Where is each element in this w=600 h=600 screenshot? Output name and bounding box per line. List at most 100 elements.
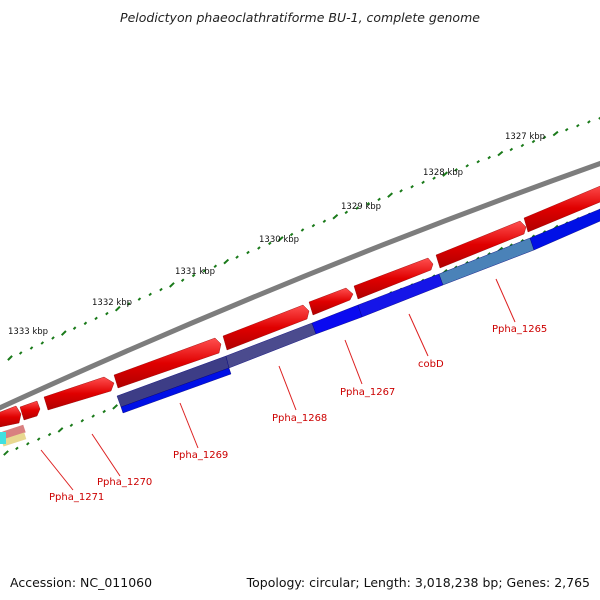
genome-backbone xyxy=(0,160,600,411)
ruler-label-1330: 1330 kbp xyxy=(259,235,299,245)
ruler-tick xyxy=(191,273,196,278)
gene-label-cobd[interactable]: cobD xyxy=(418,359,444,370)
ruler-tick xyxy=(564,127,569,132)
ruler-tick xyxy=(465,164,469,168)
ruler-tick xyxy=(60,330,67,336)
ruler-tick xyxy=(454,168,458,172)
ruler-tick xyxy=(246,250,250,255)
leader-line xyxy=(344,339,363,385)
ruler-tick xyxy=(344,210,349,215)
ruler-tick xyxy=(432,176,436,180)
ruler-tick xyxy=(15,446,19,451)
ruler-tick xyxy=(322,219,327,223)
ruler-tick xyxy=(277,236,284,242)
leader-line xyxy=(408,313,429,357)
gene-label-ppha-1269[interactable]: Ppha_1269 xyxy=(173,450,228,461)
ruler-tick xyxy=(137,297,142,301)
ruler-tick xyxy=(40,341,45,345)
ruler-tick xyxy=(268,241,272,246)
leader-line xyxy=(278,365,297,411)
ruler-tick xyxy=(94,316,98,321)
ruler-tick xyxy=(213,264,218,269)
label-leaders xyxy=(40,278,516,491)
gene-feature[interactable] xyxy=(308,287,354,316)
leader-line xyxy=(179,402,199,449)
gene-feature-small[interactable] xyxy=(1,432,27,447)
ruler-tick xyxy=(3,450,9,456)
gene-label-ppha-1267[interactable]: Ppha_1267 xyxy=(340,387,395,398)
gene-feature[interactable] xyxy=(523,184,600,233)
leader-line xyxy=(495,278,516,323)
ruler-tick xyxy=(531,139,536,144)
ruler-tick xyxy=(587,120,591,124)
ruler-label-1329: 1329 kbp xyxy=(341,202,381,212)
genome-summary-label: Topology: circular; Length: 3,018,238 bp… xyxy=(246,575,590,590)
ruler-tick xyxy=(80,418,85,423)
ruler-labels: 1333 kbp 1332 kbp 1331 kbp 1330 kbp 1329… xyxy=(8,132,545,337)
ruler-tick xyxy=(366,201,370,206)
ruler-tick xyxy=(47,432,52,437)
ruler-tick xyxy=(552,130,559,137)
ruler-tick xyxy=(442,171,449,177)
gene-label-ppha-1270[interactable]: Ppha_1270 xyxy=(97,477,152,488)
ruler-tick xyxy=(257,246,261,250)
ruler-label-1327: 1327 kbp xyxy=(505,132,545,142)
gene-labels: Ppha_1271 Ppha_1270 Ppha_1269 Ppha_1268 … xyxy=(49,324,547,503)
forward-strand-genes xyxy=(0,184,600,440)
ruler-tick xyxy=(476,159,480,164)
ruler-tick xyxy=(598,116,600,120)
gene-feature[interactable] xyxy=(0,405,22,428)
gene-label-ppha-1268[interactable]: Ppha_1268 xyxy=(272,413,327,424)
gene-feature[interactable] xyxy=(113,337,222,389)
ruler-tick xyxy=(223,258,230,265)
accession-label: Accession: NC_011060 xyxy=(10,575,153,590)
ruler-tick xyxy=(91,414,95,418)
ruler-label-1333: 1333 kbp xyxy=(8,327,48,337)
gene-feature[interactable] xyxy=(353,257,434,300)
ruler-tick xyxy=(235,255,239,259)
gene-label-ppha-1265[interactable]: Ppha_1265 xyxy=(492,324,547,335)
gene-feature[interactable] xyxy=(222,304,310,351)
gene-feature-small[interactable] xyxy=(0,432,6,444)
gene-label-ppha-1271[interactable]: Ppha_1271 xyxy=(49,492,104,503)
ruler-tick xyxy=(83,321,88,326)
gene-feature[interactable] xyxy=(43,376,115,411)
ruler-tick xyxy=(148,292,152,297)
ruler-tick xyxy=(542,135,547,140)
ruler-tick xyxy=(355,206,359,210)
gene-feature[interactable] xyxy=(529,207,600,251)
ruler-tick xyxy=(332,214,339,220)
ruler-tick xyxy=(159,287,163,292)
ruler-tick xyxy=(410,184,414,189)
leader-line xyxy=(40,449,74,491)
ruler-tick xyxy=(102,409,106,414)
ruler-tick xyxy=(26,442,30,446)
gene-feature-small[interactable] xyxy=(2,424,26,440)
gene-feature[interactable] xyxy=(435,220,527,269)
ruler-tick xyxy=(487,155,491,160)
ruler-tick xyxy=(7,355,13,361)
ruler-tick xyxy=(509,147,514,152)
ruler-tick xyxy=(202,269,207,273)
ruler-tick xyxy=(105,311,109,316)
ruler-tick xyxy=(377,197,381,202)
ruler-tick xyxy=(497,150,504,157)
ruler-tick xyxy=(72,326,77,330)
ruler-tick xyxy=(114,305,121,312)
ruler-label-1332: 1332 kbp xyxy=(92,298,132,308)
ruler-tick xyxy=(36,437,41,441)
ruler-tick xyxy=(576,123,580,128)
ruler-tick xyxy=(169,282,175,288)
ruler-label-1328: 1328 kbp xyxy=(423,168,463,178)
gene-feature[interactable] xyxy=(120,367,232,414)
ruler-tick xyxy=(289,232,294,237)
ruler-tick xyxy=(51,336,55,340)
ruler-tick xyxy=(112,404,118,410)
gene-feature[interactable] xyxy=(19,400,41,421)
ruler-tick xyxy=(387,192,394,198)
ruler-tick xyxy=(421,180,425,185)
ruler-tick xyxy=(399,189,403,193)
ruler-tick xyxy=(69,423,74,428)
